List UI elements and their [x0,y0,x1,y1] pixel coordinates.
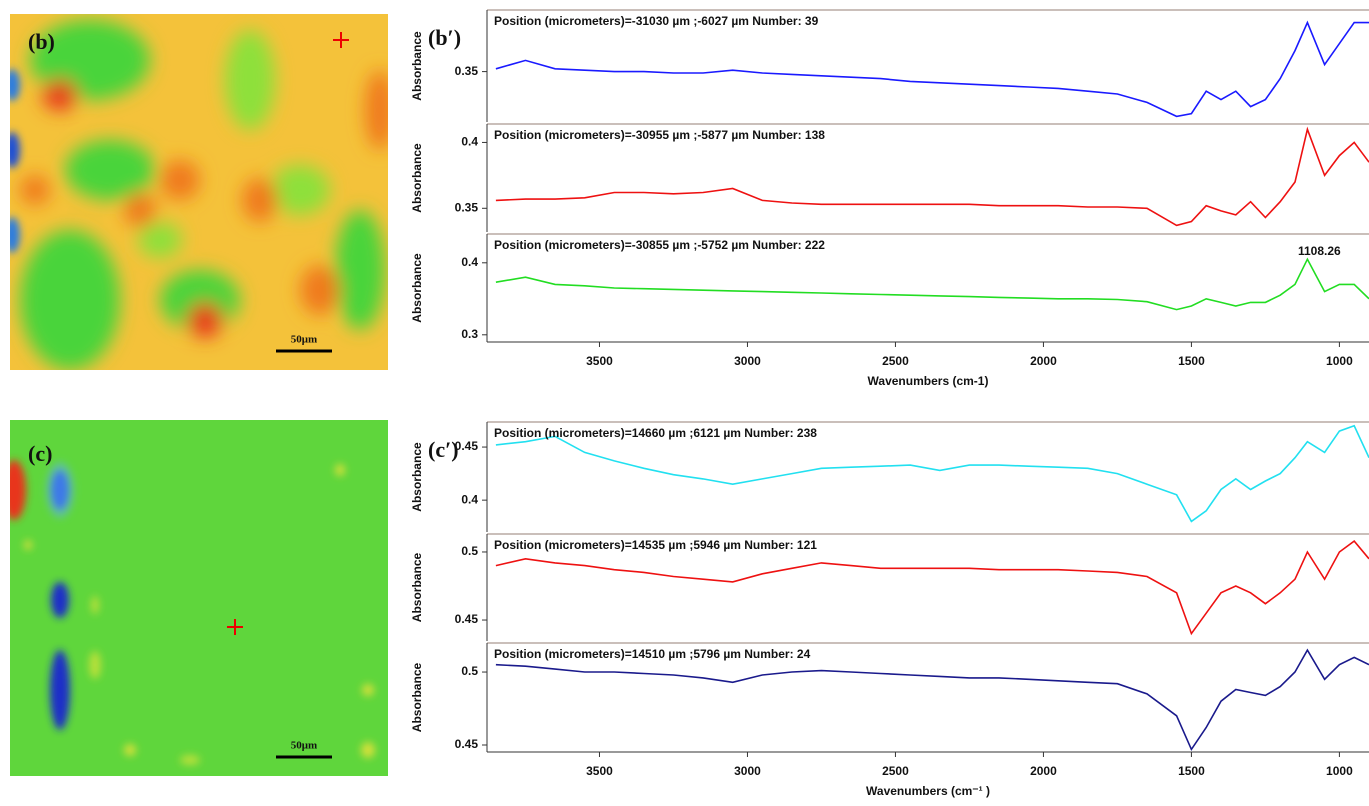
x-tick-label: 3500 [586,354,613,368]
x-tick-label: 1000 [1326,354,1353,368]
y-tick-label: 0.45 [455,612,479,626]
spectrum-line [495,257,1369,311]
spectrum-line [495,20,1369,118]
spectrum-line [495,648,1369,752]
y-tick-label: 0.3 [461,327,478,341]
x-tick-label: 1500 [1178,764,1205,778]
x-tick-label: 2000 [1030,764,1057,778]
x-tick-label: 1000 [1326,764,1353,778]
image-label: (c) [28,441,52,466]
x-axis-label: Wavenumbers (cm-1) [868,374,989,388]
x-tick-label: 1500 [1178,354,1205,368]
panel-title: Position (micrometers)=-31030 µm ;-6027 … [494,14,819,28]
x-tick-label: 2500 [882,764,909,778]
y-axis-label: Absorbance [410,442,424,512]
y-axis-label: Absorbance [410,553,424,623]
panel-title: Position (micrometers)=14535 µm ;5946 µm… [494,538,817,552]
spectrum-line [495,126,1369,227]
panel-title: Position (micrometers)=14660 µm ;6121 µm… [494,426,817,440]
chart-label: (c′) [428,437,459,462]
y-tick-label: 0.35 [455,200,479,214]
x-tick-label: 3000 [734,354,761,368]
spectrum-line [495,540,1369,636]
y-axis-label: Absorbance [410,143,424,213]
y-axis-label: Absorbance [410,663,424,733]
y-tick-label: 0.45 [455,737,479,751]
y-tick-label: 0.4 [461,135,478,149]
spectrum-line [495,424,1369,523]
panel-title: Position (micrometers)=-30855 µm ;-5752 … [494,238,825,252]
y-axis-label: Absorbance [410,253,424,323]
y-axis-label: Absorbance [410,31,424,101]
scale-bar-label: 50μm [291,334,317,346]
image-label: (b) [28,29,55,54]
x-tick-label: 2500 [882,354,909,368]
y-tick-label: 0.45 [455,439,479,453]
heatmap-b [10,14,388,370]
y-tick-label: 0.4 [461,255,478,269]
scale-bar-label: 50μm [291,740,317,752]
x-tick-label: 2000 [1030,354,1057,368]
x-tick-label: 3500 [586,764,613,778]
y-tick-label: 0.4 [461,492,478,506]
panel-title: Position (micrometers)=14510 µm ;5796 µm… [494,647,811,661]
x-tick-label: 3000 [734,764,761,778]
y-tick-label: 0.5 [461,664,478,678]
peak-annotation: 1108.26 [1298,244,1341,258]
x-axis-label: Wavenumbers (cm⁻¹ ) [866,784,990,798]
y-tick-label: 0.35 [455,64,479,78]
panel-title: Position (micrometers)=-30955 µm ;-5877 … [494,128,825,142]
heatmap-c [10,420,388,776]
y-tick-label: 0.5 [461,544,478,558]
chart-label: (b′) [428,25,461,50]
